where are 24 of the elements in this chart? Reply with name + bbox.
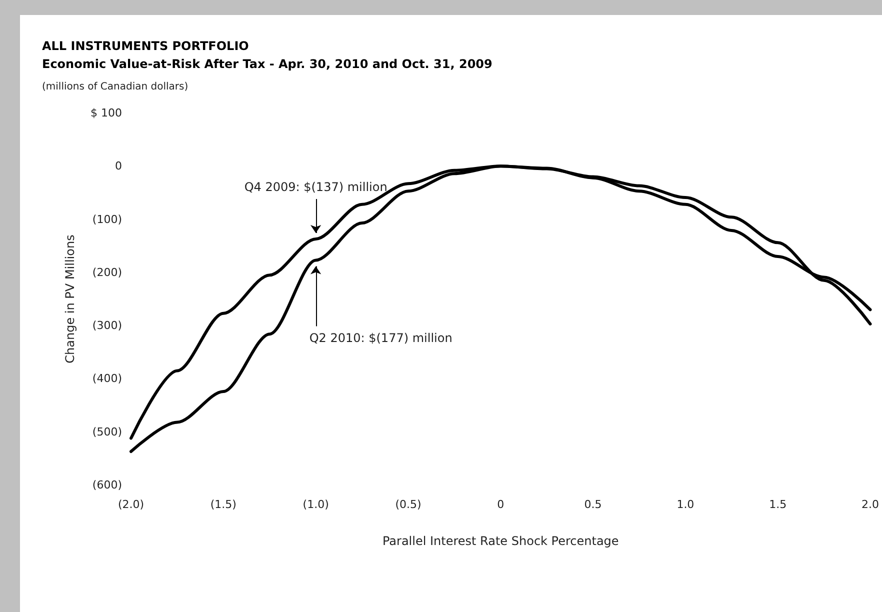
y-tick-label: (300) — [92, 319, 122, 332]
x-tick-label: (1.5) — [210, 498, 236, 511]
y-tick-label: (200) — [92, 266, 122, 279]
x-tick-label: (2.0) — [118, 498, 144, 511]
chart-subtitle: Economic Value-at-Risk After Tax - Apr. 30, 2010 and Oct. 31, 2009 — [42, 57, 492, 71]
y-axis-title: Change in PV Millions — [63, 234, 77, 364]
y-tick-label: (100) — [92, 212, 122, 226]
x-tick-label: (0.5) — [395, 498, 422, 511]
x-tick-label: 0 — [497, 498, 504, 511]
chart-title: ALL INSTRUMENTS PORTFOLIO — [42, 39, 249, 53]
x-tick-label: (1.0) — [302, 498, 329, 511]
y-tick-label: (600) — [92, 478, 122, 492]
annotation: Q4 2009: $(137) million — [244, 180, 388, 194]
y-tick-label: (400) — [92, 372, 122, 386]
y-tick-label: (500) — [92, 425, 122, 438]
x-tick-label: 1.0 — [676, 498, 694, 511]
annotation: Q2 2010: $(177) million — [309, 331, 452, 346]
x-tick-label: 0.5 — [584, 498, 602, 511]
x-tick-label: 2.0 — [862, 498, 880, 511]
y-tick-label: 0 — [115, 160, 122, 173]
text: (millions of Canadian dollars) — [42, 82, 188, 92]
y-tick-label: $ 100 — [90, 106, 122, 120]
x-tick-label: 1.5 — [769, 498, 787, 511]
x-axis-title: Parallel Interest Rate Shock Percentage — [382, 534, 619, 548]
